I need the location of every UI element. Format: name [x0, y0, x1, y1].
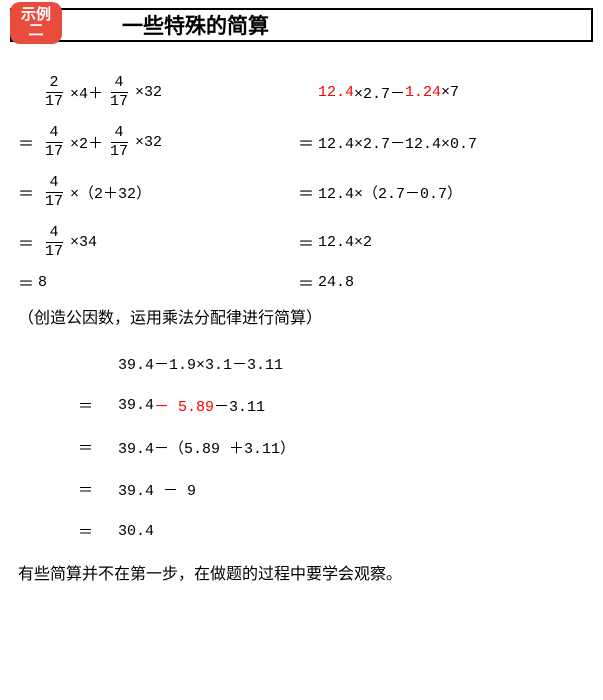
content-area: 217 ×4＋ 417 ×32 ＝ 417 ×2＋ 417 ×32 ＝ 417 …: [10, 60, 593, 584]
problem-2: 12.4 ×2.7－ 1.24 ×7 ＝ 12.4×2.7－12.4×0.7 ＝…: [298, 68, 585, 298]
header-title: 一些特殊的简算: [122, 10, 269, 40]
p1-line3: ＝ 417 ×（2＋32）: [18, 168, 278, 216]
p2-line3: ＝ 12.4×（2.7－0.7）: [298, 168, 585, 216]
p2-line5: ＝ 24.8: [298, 268, 585, 296]
p3-line2: ＝ 39.4 － 5.89 －3.11: [78, 384, 585, 426]
note-2: 有些简算并不在第一步，在做题的过程中要学会观察。: [18, 560, 585, 584]
p2-line1: 12.4 ×2.7－ 1.24 ×7: [298, 68, 585, 116]
example-badge: 示例 二: [10, 2, 62, 44]
p1-line4: ＝ 417 ×34: [18, 218, 278, 266]
p3-line3: ＝ 39.4－（5.89 ＋3.11）: [78, 426, 585, 468]
problem-3: 39.4－1.9×3.1－3.11 ＝ 39.4 － 5.89 －3.11 ＝ …: [18, 342, 585, 552]
problem-1: 217 ×4＋ 417 ×32 ＝ 417 ×2＋ 417 ×32 ＝ 417 …: [18, 68, 278, 298]
p1-line1: 217 ×4＋ 417 ×32: [18, 68, 278, 116]
p1-line5: ＝ 8: [18, 268, 278, 296]
p1-line2: ＝ 417 ×2＋ 417 ×32: [18, 118, 278, 166]
badge-text-2: 二: [28, 23, 43, 40]
p2-line4: ＝ 12.4×2: [298, 218, 585, 266]
p2-line2: ＝ 12.4×2.7－12.4×0.7: [298, 118, 585, 166]
two-column-problems: 217 ×4＋ 417 ×32 ＝ 417 ×2＋ 417 ×32 ＝ 417 …: [18, 68, 585, 298]
p3-line1: 39.4－1.9×3.1－3.11: [78, 342, 585, 384]
p3-line4: ＝ 39.4 － 9: [78, 468, 585, 510]
note-1: （创造公因数，运用乘法分配律进行简算）: [18, 304, 585, 328]
badge-text-1: 示例: [21, 7, 51, 24]
p3-line5: ＝ 30.4: [78, 510, 585, 552]
header-box: 示例 二 一些特殊的简算: [10, 8, 593, 42]
